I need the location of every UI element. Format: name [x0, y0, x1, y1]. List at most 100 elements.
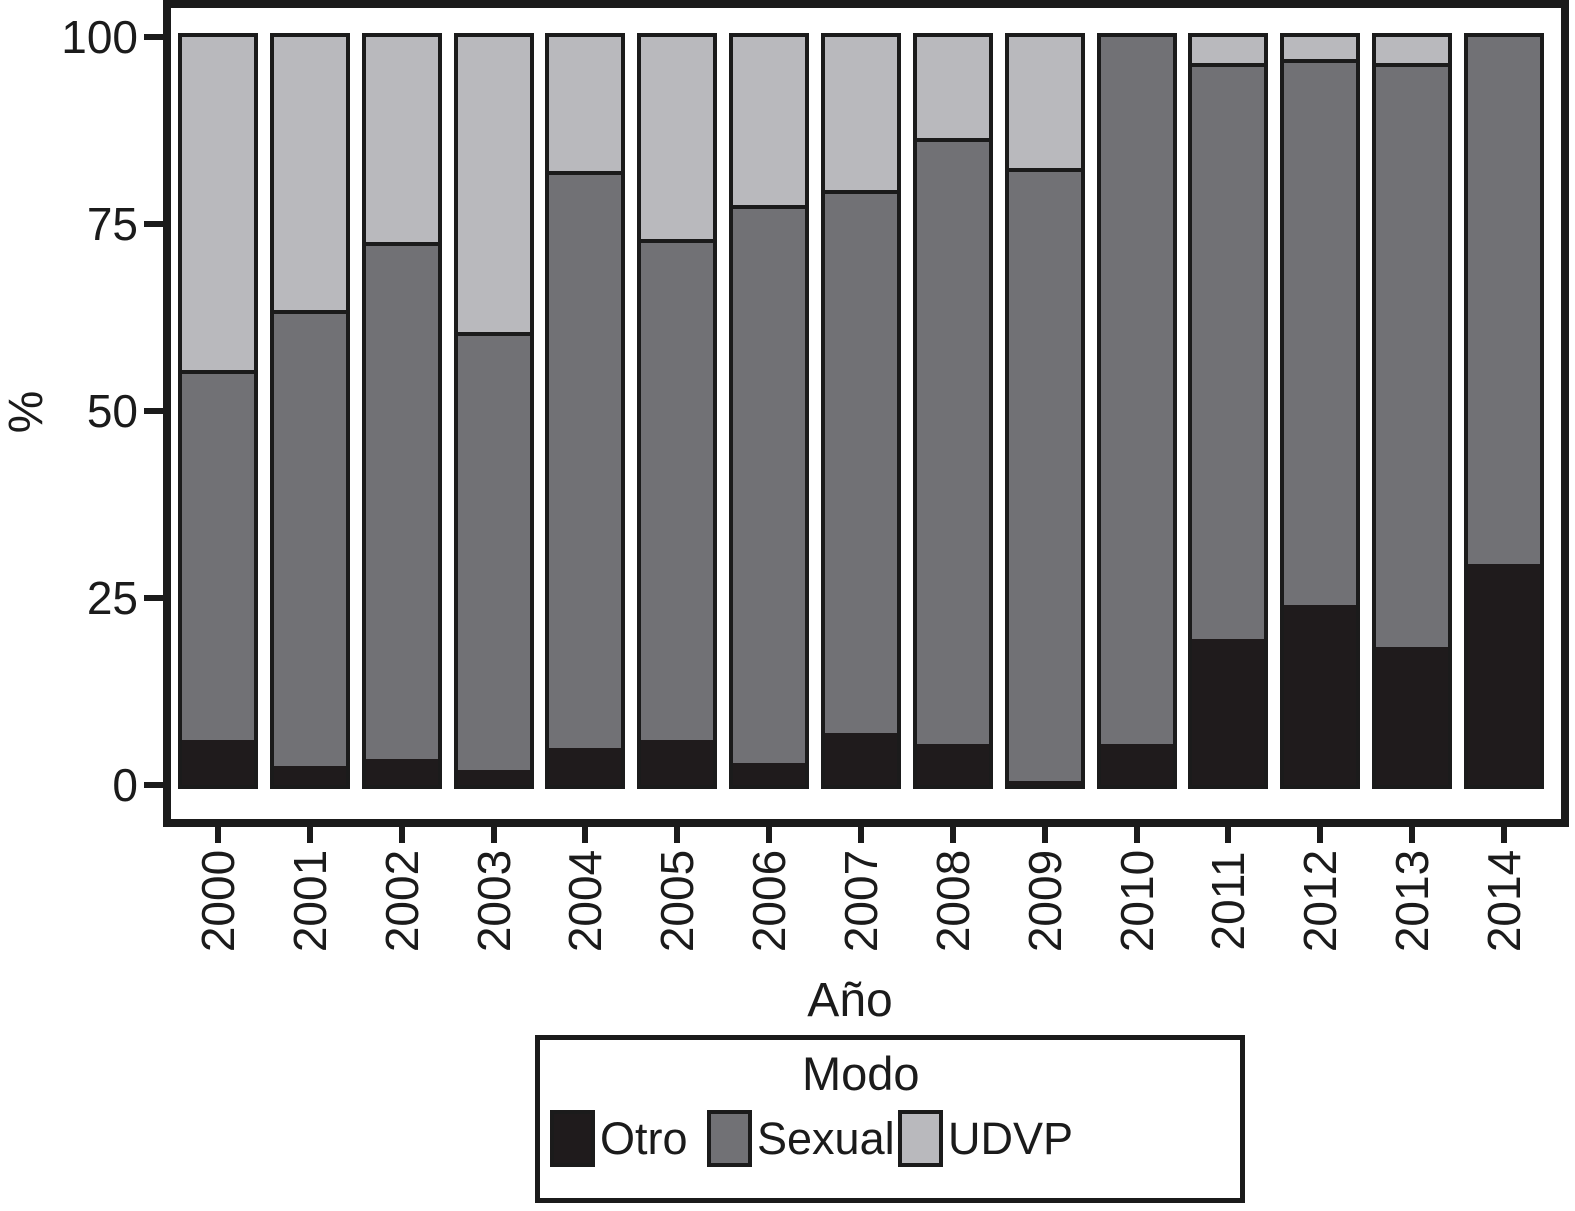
bar-segment-udvp — [549, 37, 622, 176]
legend-swatch-otro — [550, 1110, 595, 1167]
y-axis-tick — [144, 221, 163, 227]
legend-title: Modo — [802, 1047, 920, 1100]
bar-segment-udvp — [182, 37, 254, 374]
bar-segment-sexual — [824, 194, 897, 733]
y-axis-tick — [144, 34, 163, 40]
bar-2009 — [1004, 33, 1085, 789]
bar-2007 — [820, 33, 901, 789]
bar-segment-otro — [1192, 639, 1265, 785]
x-axis-tick-label: 2005 — [651, 849, 704, 953]
bar-2001 — [269, 33, 350, 789]
bar-segment-udvp — [916, 37, 989, 142]
x-axis-tick — [1317, 824, 1324, 843]
bar-2010 — [1096, 33, 1177, 789]
bar-segment-udvp — [1284, 37, 1357, 64]
x-axis-tick — [857, 824, 864, 843]
y-axis-tick — [144, 782, 163, 788]
x-axis-tick-label: 2001 — [283, 849, 336, 953]
x-axis-tick-label: 2013 — [1386, 849, 1439, 953]
bar-segment-otro — [1376, 646, 1449, 785]
bar-2005 — [637, 33, 718, 789]
legend-entry-udvp: UDVP — [898, 1110, 1073, 1167]
bar-segment-udvp — [1008, 37, 1081, 172]
y-axis-tick-label: 75 — [86, 198, 138, 250]
bar-segment-udvp — [733, 37, 806, 210]
bar-segment-udvp — [1376, 37, 1449, 67]
bar-segment-otro — [1467, 564, 1540, 785]
x-axis-tick — [582, 824, 589, 843]
bar-segment-udvp — [273, 37, 346, 314]
bar-segment-otro — [1008, 781, 1081, 785]
bar-segment-otro — [733, 762, 806, 785]
bar-segment-sexual — [733, 209, 806, 763]
legend-label-udvp: UDVP — [948, 1113, 1074, 1164]
x-axis-tick — [1041, 824, 1048, 843]
bar-segment-otro — [641, 740, 714, 785]
bar-2011 — [1188, 33, 1269, 789]
x-axis-tick-label: 2008 — [926, 849, 979, 953]
bar-segment-sexual — [1192, 66, 1265, 640]
y-axis-tick-label: 0 — [112, 759, 138, 811]
bar-2002 — [361, 33, 442, 789]
legend-entry-otro: Otro — [550, 1110, 688, 1167]
bar-segment-otro — [824, 732, 897, 785]
bar-segment-otro — [273, 766, 346, 785]
legend-entry-sexual: Sexual — [707, 1110, 895, 1167]
x-axis-tick — [674, 824, 681, 843]
bar-2003 — [453, 33, 534, 789]
bar-segment-otro — [365, 758, 438, 785]
x-axis-tick-label: 2007 — [834, 849, 887, 953]
bar-segment-sexual — [273, 313, 346, 767]
bar-segment-udvp — [1192, 37, 1265, 67]
bar-segment-udvp — [641, 37, 714, 243]
x-axis-tick-label: 2004 — [559, 849, 612, 953]
x-axis-tick — [490, 824, 497, 843]
bar-segment-otro — [549, 747, 622, 785]
bar-segment-otro — [457, 770, 530, 785]
x-axis-tick-label: 2003 — [467, 849, 520, 953]
bar-2014 — [1463, 33, 1544, 789]
bar-segment-otro — [182, 740, 254, 785]
x-axis-tick — [949, 824, 956, 843]
bar-segment-sexual — [641, 242, 714, 741]
bar-segment-sexual — [365, 246, 438, 759]
bar-segment-sexual — [916, 141, 989, 744]
x-axis-tick-label: 2010 — [1110, 849, 1163, 953]
x-axis-tick-label: 2006 — [743, 849, 796, 953]
bar-segment-sexual — [182, 373, 254, 741]
y-axis-tick-label: 25 — [86, 572, 138, 624]
bar-2012 — [1280, 33, 1361, 789]
x-axis-tick-label: 2012 — [1294, 849, 1347, 953]
bar-segment-sexual — [1376, 66, 1449, 647]
legend-box: Modo Otro Sexual UDVP — [535, 1035, 1245, 1203]
legend-label-otro: Otro — [600, 1113, 688, 1164]
bar-2013 — [1372, 33, 1453, 789]
bar-segment-udvp — [824, 37, 897, 195]
legend-swatch-sexual — [707, 1110, 752, 1167]
bar-segment-otro — [1284, 605, 1357, 785]
x-axis-tick — [1133, 824, 1140, 843]
x-axis-tick — [1409, 824, 1416, 843]
y-axis-tick — [144, 595, 163, 601]
x-axis-tick — [1225, 824, 1232, 843]
bar-segment-sexual — [457, 336, 530, 771]
x-axis-tick-label: 2009 — [1018, 849, 1071, 953]
bar-segment-sexual — [1100, 37, 1173, 744]
bar-segment-otro — [916, 743, 989, 785]
y-axis-tick-label: 100 — [61, 11, 138, 63]
x-axis-tick — [398, 824, 405, 843]
bar-segment-udvp — [457, 37, 530, 337]
bar-segment-sexual — [549, 175, 622, 748]
x-axis-tick-label: 2011 — [1202, 851, 1255, 951]
x-axis-tick — [766, 824, 773, 843]
bar-segment-sexual — [1008, 171, 1081, 782]
bar-segment-udvp — [365, 37, 438, 247]
bar-segment-otro — [1100, 743, 1173, 785]
legend-swatch-udvp — [898, 1110, 943, 1167]
legend-label-sexual: Sexual — [757, 1113, 895, 1164]
x-axis-tick — [306, 824, 313, 843]
bar-2000 — [178, 33, 258, 789]
x-axis-tick — [1500, 824, 1507, 843]
x-axis-tick-label: 2000 — [192, 849, 244, 953]
